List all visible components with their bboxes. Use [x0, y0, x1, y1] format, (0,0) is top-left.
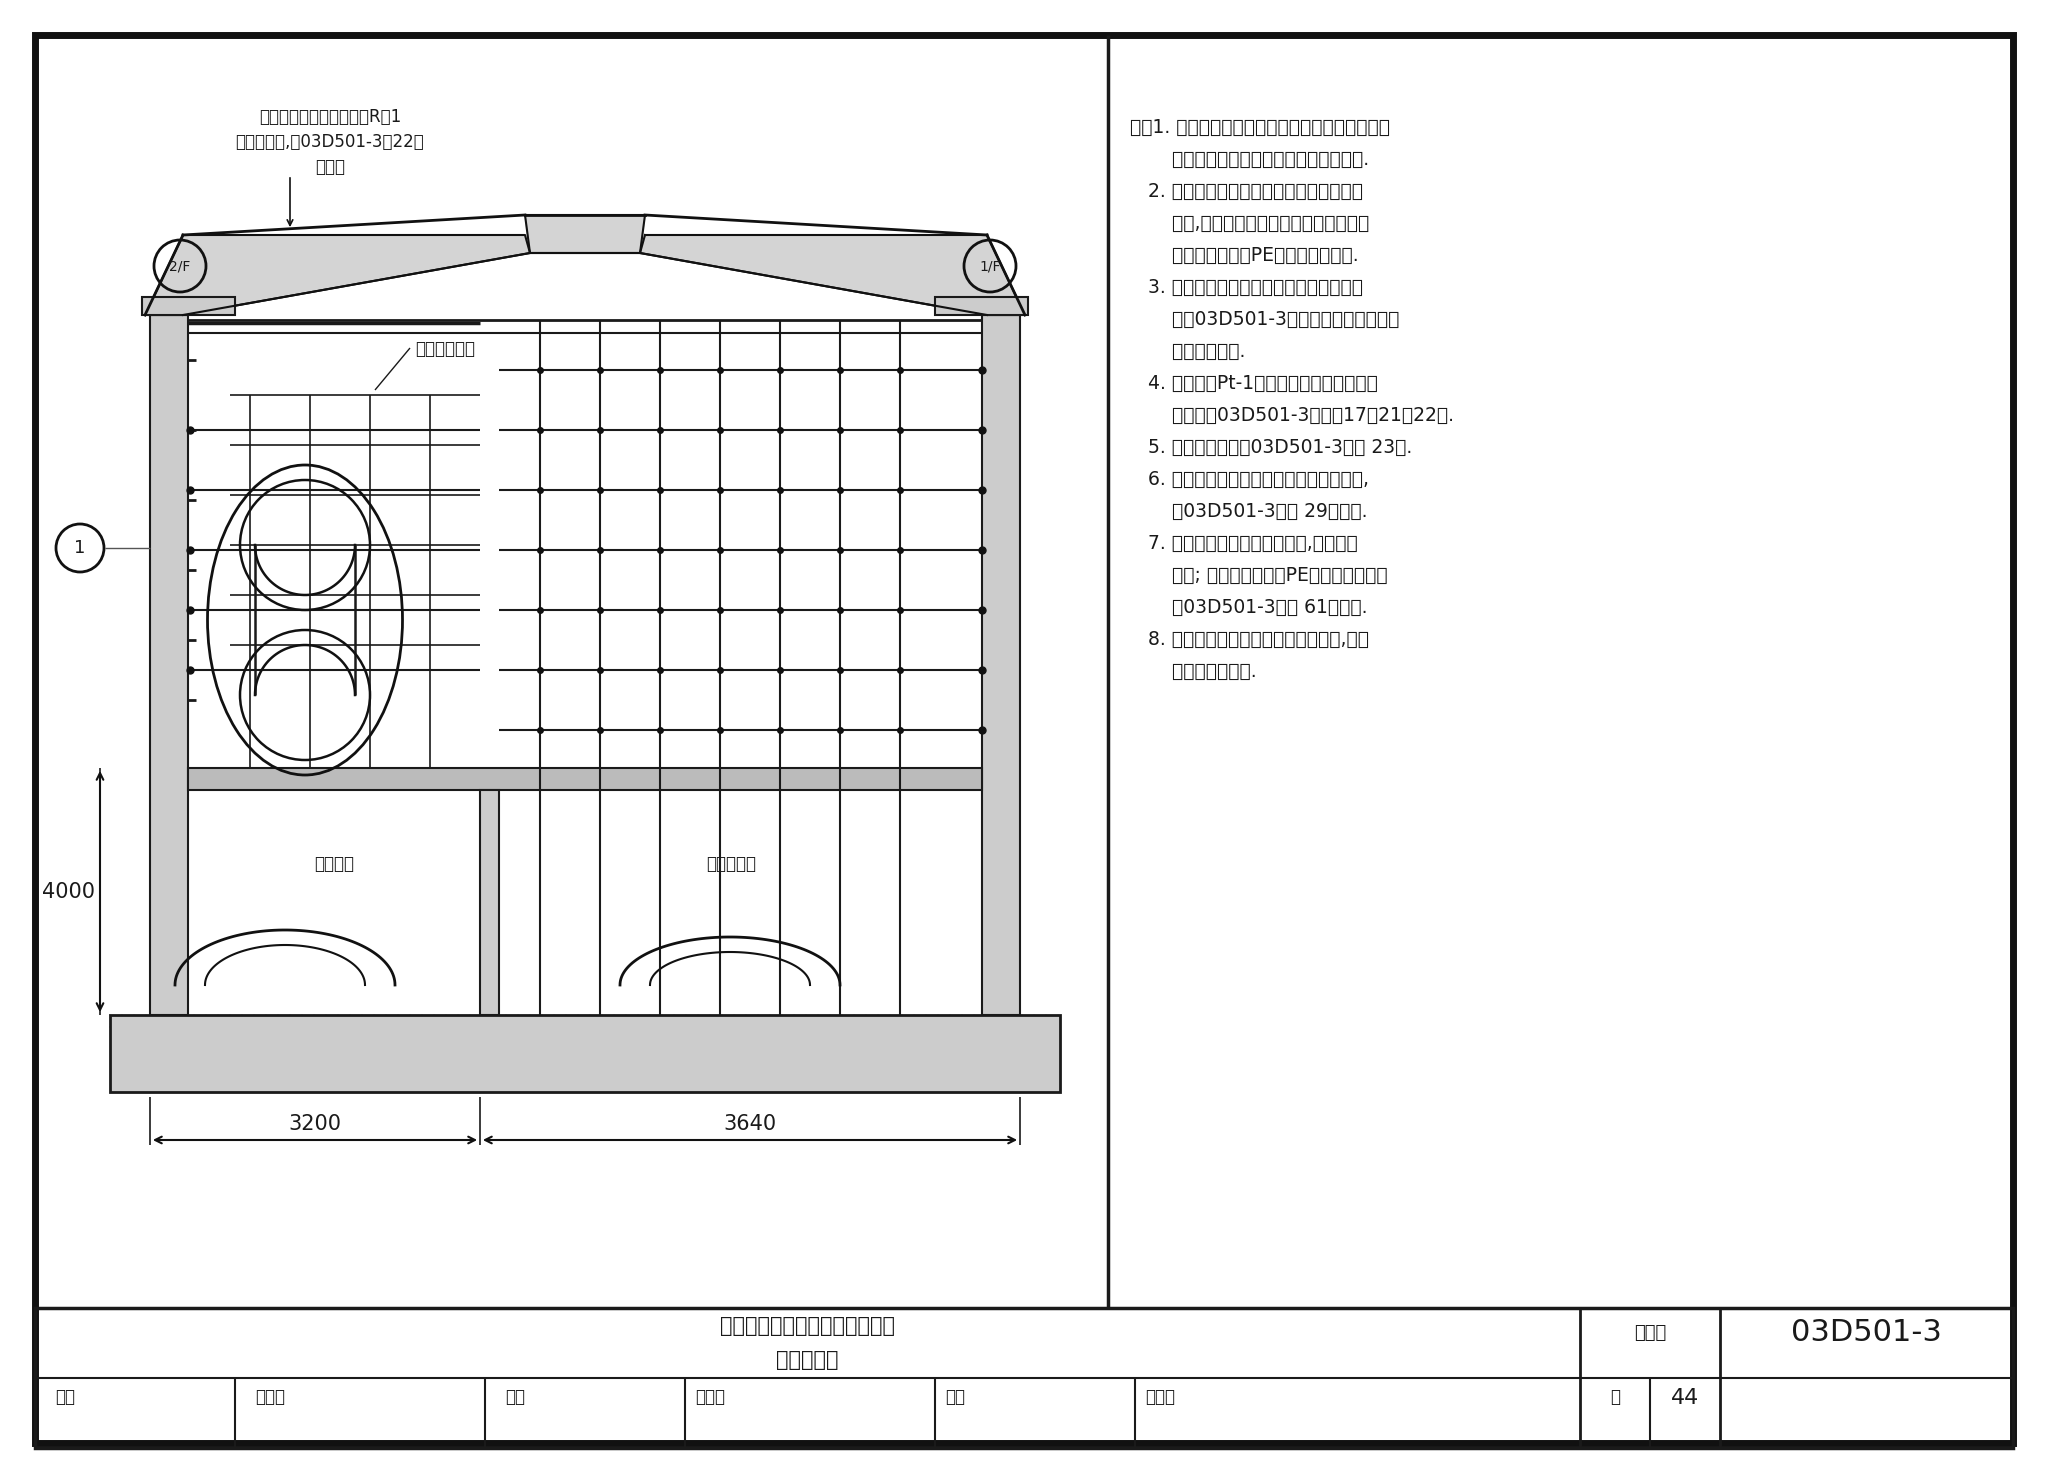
Text: 5. 屋面板的结构视03D501-3图集 23页.: 5. 屋面板的结构视03D501-3图集 23页.: [1130, 437, 1413, 457]
Text: 接要求视03D501-3图集的17、21、22页.: 接要求视03D501-3图集的17、21、22页.: [1130, 406, 1454, 426]
Text: 预埋件焼接,视03D501-3的22页: 预埋件焼接,视03D501-3的22页: [236, 133, 424, 151]
Text: 3. 有关构件中的钉筋与预埋连接板的连接: 3. 有关构件中的钉筋与预埋连接板的连接: [1130, 278, 1364, 297]
Text: 另设人工接地体.: 另设人工接地体.: [1130, 662, 1257, 681]
Text: 7. 本车间设有附式车间变电所,其接地见: 7. 本车间设有附式车间变电所,其接地见: [1130, 534, 1358, 553]
Text: 8. 当车间基础的接地电阵满足要求时,可不: 8. 当车间基础的接地电阵满足要求时,可不: [1130, 630, 1368, 649]
Text: 董石根: 董石根: [694, 1388, 725, 1406]
Text: 窗架、屋面板）均采用钉筋混凝土构件.: 窗架、屋面板）均采用钉筋混凝土构件.: [1130, 149, 1370, 168]
Text: 1: 1: [74, 539, 86, 557]
Text: 捠03D501-3图集 61页连接.: 捠03D501-3图集 61页连接.: [1130, 599, 1368, 616]
Text: 03D501-3: 03D501-3: [1792, 1318, 1942, 1346]
Bar: [188, 769, 981, 791]
Text: 设计: 设计: [944, 1388, 965, 1406]
Bar: [111, 1015, 1061, 1092]
Text: 4000: 4000: [43, 881, 94, 902]
Text: 工厂车间建筑物基础做电气装置: 工厂车间建筑物基础做电气装置: [721, 1315, 895, 1336]
Text: 临时接地线桃: 临时接地线桃: [416, 340, 475, 358]
Polygon shape: [524, 214, 645, 253]
Text: 6. 伸缩缝处两侧柱子的柱顶预埋件要跨接,: 6. 伸缩缝处两侧柱子的柱顶预埋件要跨接,: [1130, 470, 1368, 489]
Text: 3640: 3640: [723, 1114, 776, 1134]
Text: 变压器室: 变压器室: [313, 854, 354, 873]
Bar: [479, 791, 500, 1015]
Text: 的接地装置: 的接地装置: [776, 1349, 840, 1370]
Text: 图集号: 图集号: [1634, 1324, 1667, 1342]
Text: 审核: 审核: [55, 1388, 76, 1406]
Text: 北京信: 北京信: [256, 1388, 285, 1406]
Text: 捠03D501-3图集 29页施工.: 捠03D501-3图集 29页施工.: [1130, 503, 1368, 522]
Text: 1/F: 1/F: [979, 259, 1001, 273]
Text: 4. 各柱子上Pt-1预埋件与基础钉筋网的连: 4. 各柱子上Pt-1预埋件与基础钉筋网的连: [1130, 374, 1378, 393]
Text: 与柱子上设于地面以上的R－1: 与柱子上设于地面以上的R－1: [258, 108, 401, 126]
Text: 车间内电气设备PE线的重复接地体.: 车间内电气设备PE线的重复接地体.: [1130, 245, 1358, 265]
Bar: [981, 315, 1020, 1015]
Text: 基础,既作为车间变电所的接地体也作为: 基础,既作为车间变电所的接地体也作为: [1130, 214, 1370, 234]
Text: 注：1. 本建筑物的建筑结构（柱、基础、屋架、天: 注：1. 本建筑物的建筑结构（柱、基础、屋架、天: [1130, 118, 1391, 137]
Bar: [936, 297, 1028, 315]
Text: 页: 页: [1610, 1388, 1620, 1406]
Polygon shape: [639, 235, 1024, 315]
Polygon shape: [145, 235, 530, 315]
Text: 左图; 车间内电气设备PE线的重复接地可: 左图; 车间内电气设备PE线的重复接地可: [1130, 566, 1389, 585]
Text: 接地线: 接地线: [315, 158, 344, 176]
Text: 44: 44: [1671, 1388, 1700, 1409]
Text: 低压配电室: 低压配电室: [707, 854, 756, 873]
Text: 3200: 3200: [289, 1114, 342, 1134]
Text: 2. 本建筑物内电气装置的接地体利用柱子: 2. 本建筑物内电气装置的接地体利用柱子: [1130, 182, 1364, 201]
Text: 设计提出要求.: 设计提出要求.: [1130, 341, 1245, 361]
Bar: [35, 1308, 2013, 1448]
Bar: [150, 315, 188, 1015]
Bar: [141, 297, 236, 315]
Text: 2/F: 2/F: [170, 259, 190, 273]
Text: 林维勇: 林维勇: [1145, 1388, 1176, 1406]
Text: 校对: 校对: [506, 1388, 524, 1406]
Text: 已捠03D501-3图集中相应做法向土建: 已捠03D501-3图集中相应做法向土建: [1130, 310, 1399, 330]
